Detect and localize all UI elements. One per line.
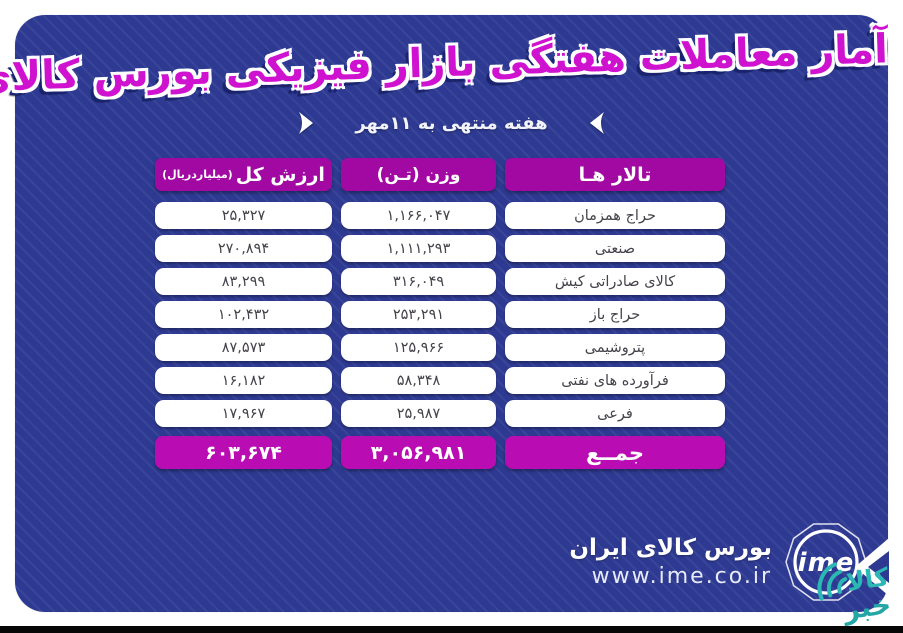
total-label-cell: جمــع [505, 436, 725, 469]
table-row: ۸۷,۵۷۳ ۱۲۵,۹۶۶ پتروشیمی [155, 334, 725, 361]
footer-text: بورس کالای ایران www.ime.co.ir [569, 533, 772, 591]
weight-cell: ۵۸,۳۴۸ [341, 367, 496, 394]
hall-cell: حراج همزمان [505, 202, 725, 229]
weight-cell: ۲۵,۹۸۷ [341, 400, 496, 427]
header-weight: وزن (تـن) [341, 158, 496, 191]
hall-cell: فرعی [505, 400, 725, 427]
table-row: ۲۵,۳۲۷ ۱,۱۶۶,۰۴۷ حراج همزمان [155, 202, 725, 229]
value-cell: ۱۶,۱۸۲ [155, 367, 332, 394]
chevron-left-icon [589, 112, 604, 134]
hall-cell: کالای صادراتی کیش [505, 268, 725, 295]
table-row: ۱۶,۱۸۲ ۵۸,۳۴۸ فرآورده های نفتی [155, 367, 725, 394]
value-cell: ۱۷,۹۶۷ [155, 400, 332, 427]
hall-cell: فرآورده های نفتی [505, 367, 725, 394]
value-cell: ۸۷,۵۷۳ [155, 334, 332, 361]
watermark-line1: کالا [844, 562, 891, 597]
table-row: ۱۷,۹۶۷ ۲۵,۹۸۷ فرعی [155, 400, 725, 427]
org-name: بورس کالای ایران [569, 535, 772, 561]
header-halls: تالار هـا [505, 158, 725, 191]
page-title: آمار معاملات هفتگی بازار فیزیکی بورس کال… [0, 26, 889, 104]
value-cell: ۲۷۰,۸۹۴ [155, 235, 332, 262]
hall-cell: پتروشیمی [505, 334, 725, 361]
table-row: ۱۰۲,۴۳۲ ۲۵۳,۲۹۱ حراج باز [155, 301, 725, 328]
weight-cell: ۳۱۶,۰۴۹ [341, 268, 496, 295]
table-row: ۸۳,۲۹۹ ۳۱۶,۰۴۹ کالای صادراتی کیش [155, 268, 725, 295]
ribbon-notch-icon [855, 538, 889, 596]
value-cell: ۱۰۲,۴۳۲ [155, 301, 332, 328]
subtitle-text: هفته منتهی به ۱۱مهر [355, 112, 548, 134]
hall-cell: صنعتی [505, 235, 725, 262]
value-cell: ۸۳,۲۹۹ [155, 268, 332, 295]
value-cell: ۲۵,۳۲۷ [155, 202, 332, 229]
weight-cell: ۱۲۵,۹۶۶ [341, 334, 496, 361]
header-total-value-unit: (میلیاردریال) [162, 168, 233, 181]
header-total-value: ارزش کل (میلیاردریال) [155, 158, 332, 191]
weight-cell: ۱,۱۶۶,۰۴۷ [341, 202, 496, 229]
chevron-right-icon [299, 112, 314, 134]
weight-cell: ۱,۱۱۱,۲۹۳ [341, 235, 496, 262]
table-total-row: ۶۰۳,۶۷۴ ۳,۰۵۶,۹۸۱ جمــع [155, 436, 725, 469]
total-value-cell: ۶۰۳,۶۷۴ [155, 436, 332, 469]
hall-cell: حراج باز [505, 301, 725, 328]
stats-table: ارزش کل (میلیاردریال) وزن (تـن) تالار هـ… [155, 158, 725, 469]
weight-cell: ۲۵۳,۲۹۱ [341, 301, 496, 328]
header-total-value-label: ارزش کل [235, 163, 325, 186]
kalakhabar-watermark-icon: کالا خبر [817, 562, 893, 627]
table-row: ۲۷۰,۸۹۴ ۱,۱۱۱,۲۹۳ صنعتی [155, 235, 725, 262]
bottom-strip [0, 626, 903, 633]
blue-card: آمار معاملات هفتگی بازار فیزیکی بورس کال… [0, 15, 889, 612]
watermark-line2: خبر [840, 589, 893, 627]
subtitle-row: هفته منتهی به ۱۱مهر [15, 111, 888, 135]
total-weight-cell: ۳,۰۵۶,۹۸۱ [341, 436, 496, 469]
website-url: www.ime.co.ir [591, 564, 772, 589]
table-header-row: ارزش کل (میلیاردریال) وزن (تـن) تالار هـ… [155, 158, 725, 191]
